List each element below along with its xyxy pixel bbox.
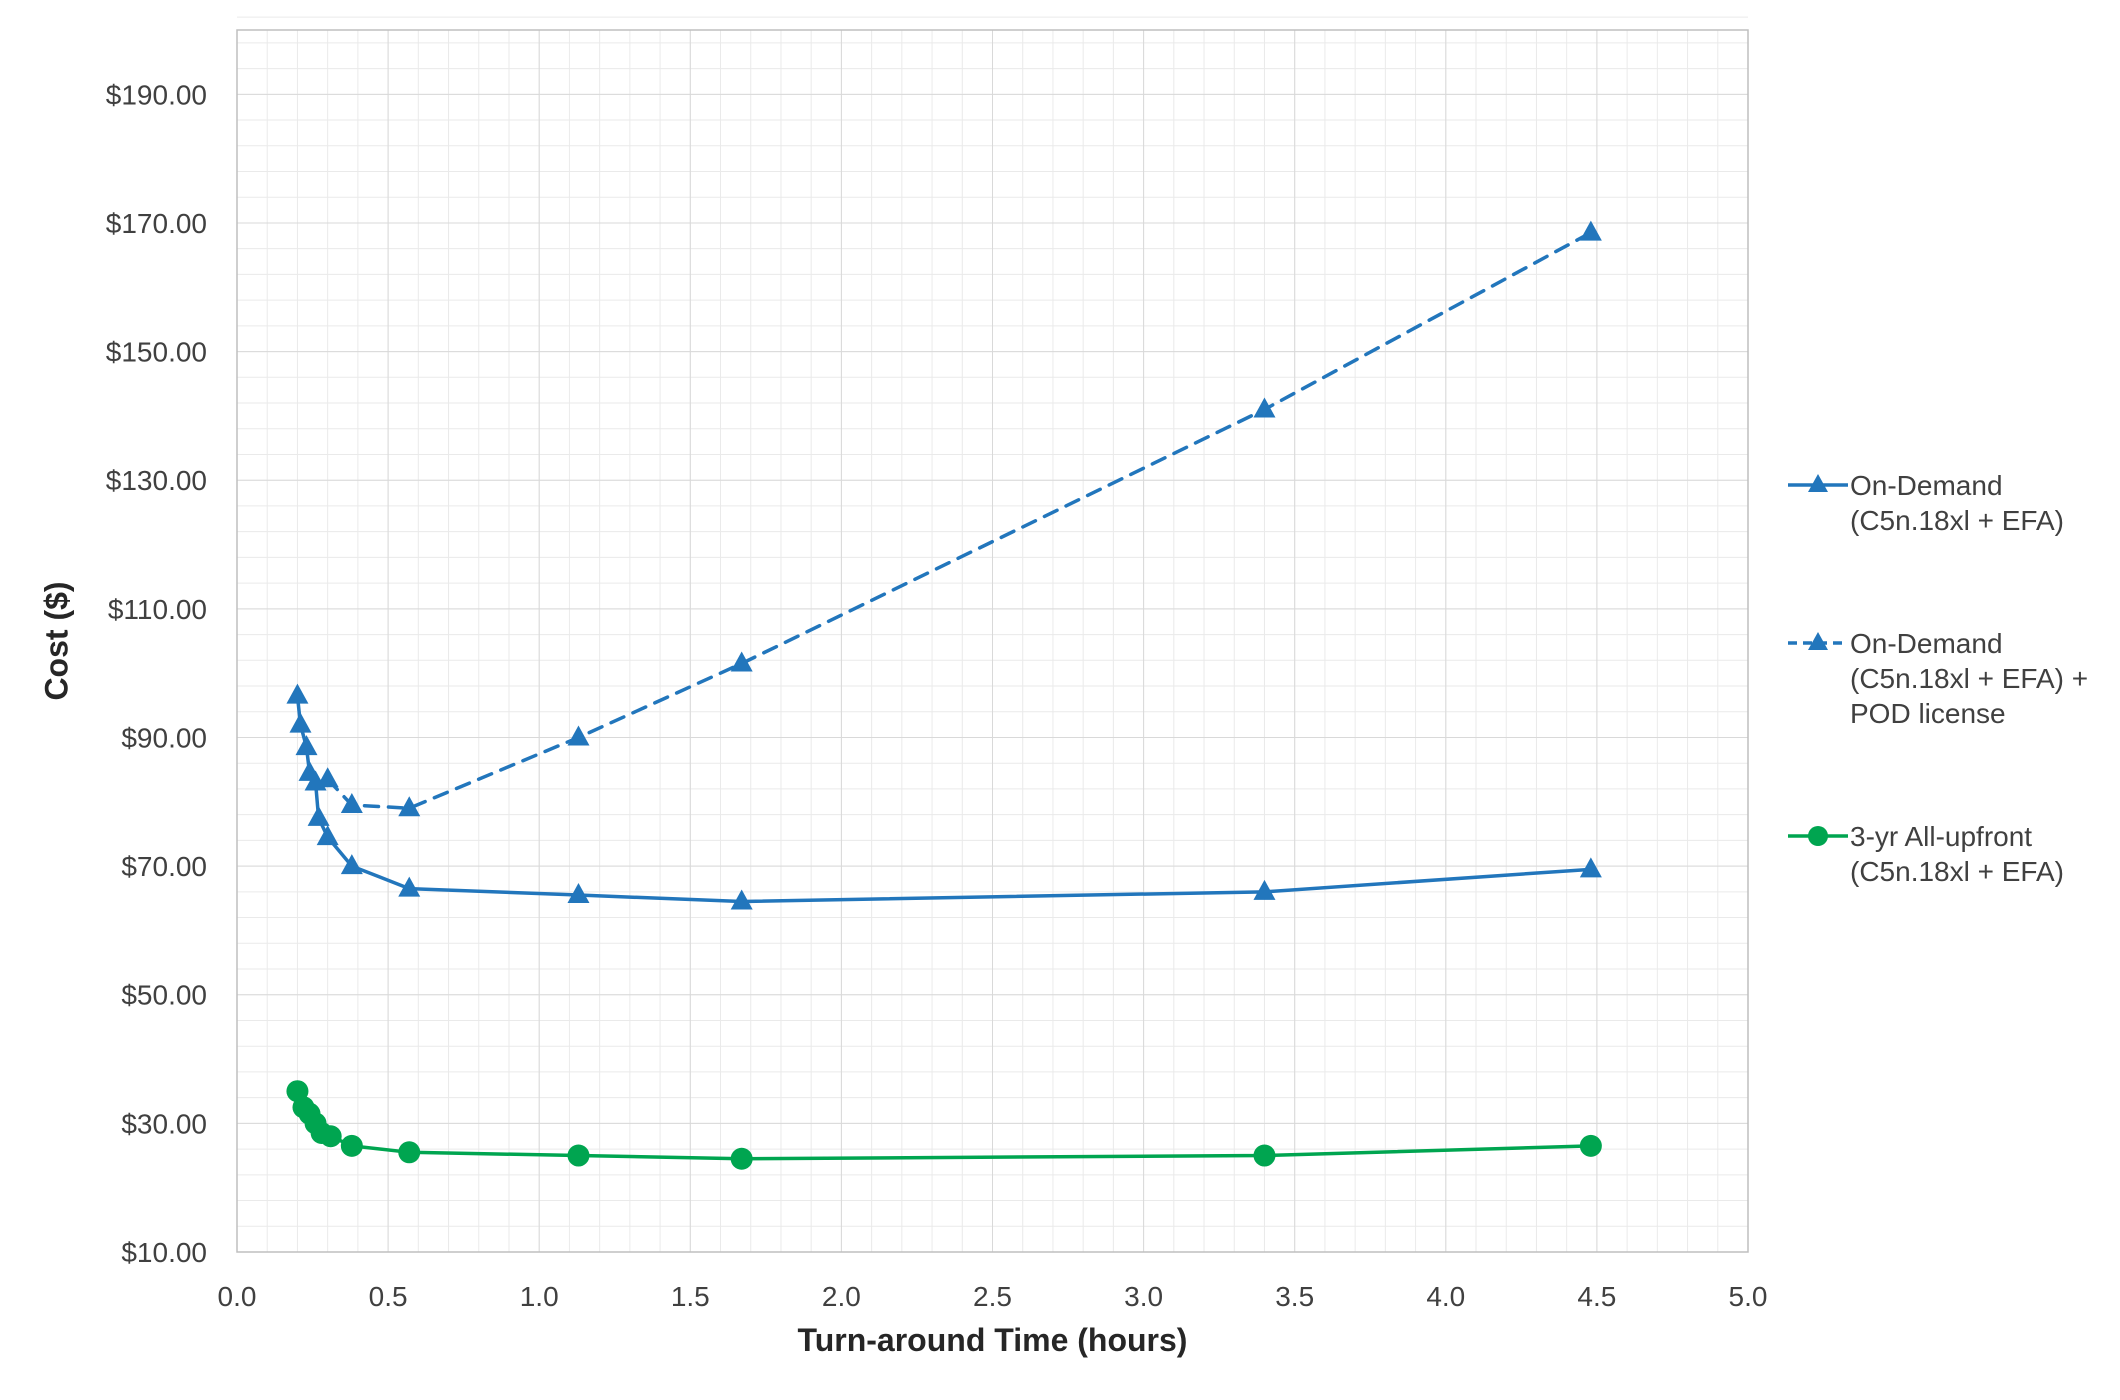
- x-tick-label: 3.5: [1275, 1281, 1314, 1312]
- y-tick-label: $50.00: [121, 980, 207, 1011]
- legend-label-3yr-all-upfront: 3-yr All-upfront (C5n.18xl + EFA): [1850, 821, 2064, 887]
- y-tick-label: $170.00: [106, 208, 207, 239]
- data-point-triangle: [1579, 220, 1602, 241]
- y-tick-label: $110.00: [108, 594, 207, 625]
- series-line-2: [325, 230, 1593, 810]
- data-point-circle: [1579, 1134, 1602, 1157]
- data-point-circle: [340, 1134, 363, 1157]
- data-point-circle: [1253, 1144, 1276, 1167]
- data-point-triangle: [316, 825, 339, 846]
- data-point-triangle: [316, 767, 339, 788]
- data-point-triangle: [1579, 857, 1602, 878]
- data-point-triangle: [289, 712, 312, 733]
- legend-swatch-solid-triangle-icon: [1788, 474, 1848, 492]
- circle-marker-icon: [1808, 826, 1828, 846]
- data-point-triangle: [307, 805, 330, 826]
- triangle-marker-icon: [1808, 474, 1828, 492]
- y-tick-label: $70.00: [121, 851, 207, 882]
- data-point-circle: [730, 1147, 753, 1170]
- data-point-triangle: [340, 854, 363, 875]
- y-tick-label: $130.00: [106, 465, 207, 496]
- legend-swatch-solid-circle-icon: [1788, 826, 1848, 846]
- series-line-1: [295, 693, 1593, 904]
- data-point-triangle: [730, 889, 753, 910]
- data-point-triangle: [1253, 397, 1276, 418]
- legend-item-on-demand-pod: On-Demand (C5n.18xl + EFA) + POD license: [1786, 626, 2120, 731]
- data-point-triangle: [567, 883, 590, 904]
- x-tick-label: 0.5: [369, 1281, 408, 1312]
- y-tick-label: $150.00: [106, 337, 207, 368]
- legend-label-on-demand: On-Demand (C5n.18xl + EFA): [1850, 470, 2064, 536]
- x-tick-label: 3.0: [1124, 1281, 1163, 1312]
- y-tick-label: $10.00: [121, 1237, 207, 1268]
- data-point-triangle: [730, 651, 753, 672]
- x-axis-title: Turn-around Time (hours): [797, 1322, 1188, 1358]
- legend-label-on-demand-pod: On-Demand (C5n.18xl + EFA) + POD license: [1850, 628, 2089, 729]
- y-axis-title: Cost ($): [38, 581, 75, 701]
- triangle-marker-icon: [1808, 632, 1828, 650]
- x-tick-label: 2.5: [973, 1281, 1012, 1312]
- legend-item-on-demand: On-Demand (C5n.18xl + EFA): [1786, 468, 2120, 538]
- data-point-triangle: [286, 683, 309, 704]
- data-point-triangle: [1253, 879, 1276, 900]
- plot-border: [236, 29, 1749, 1253]
- legend-swatch-dashed-triangle-icon: [1788, 632, 1848, 650]
- x-tick-label: 1.5: [671, 1281, 710, 1312]
- legend-item-3yr-all-upfront: 3-yr All-upfront (C5n.18xl + EFA): [1786, 819, 2120, 889]
- x-tick-label: 0.0: [218, 1281, 257, 1312]
- x-tick-label: 1.0: [520, 1281, 559, 1312]
- y-tick-label: $30.00: [121, 1108, 207, 1139]
- y-tick-label: $90.00: [121, 722, 207, 753]
- x-tick-label: 4.0: [1426, 1281, 1465, 1312]
- data-point-circle: [398, 1141, 421, 1164]
- x-tick-label: 4.5: [1577, 1281, 1616, 1312]
- data-point-triangle: [398, 796, 421, 817]
- y-tick-label: $190.00: [106, 79, 207, 110]
- data-point-circle: [319, 1125, 342, 1148]
- legend: On-Demand (C5n.18xl + EFA) On-Demand (C5…: [1786, 468, 2120, 889]
- data-point-triangle: [295, 735, 318, 756]
- data-point-circle: [567, 1144, 590, 1167]
- data-point-triangle: [340, 793, 363, 814]
- data-point-triangle: [567, 725, 590, 746]
- x-tick-label: 5.0: [1729, 1281, 1768, 1312]
- data-point-triangle: [398, 876, 421, 897]
- x-tick-label: 2.0: [822, 1281, 861, 1312]
